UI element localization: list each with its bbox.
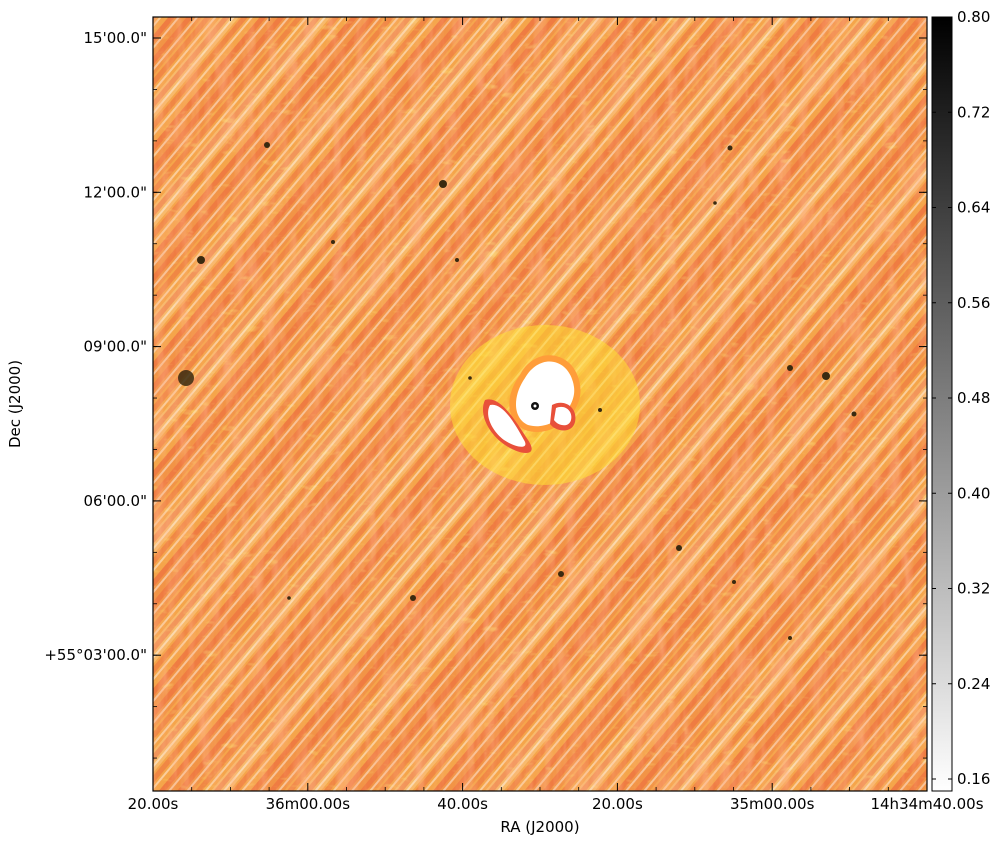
sky-image — [153, 17, 927, 791]
colorbar: 0.80 0.72 0.64 0.56 0.48 0.40 0.32 0.24 0.16 — [931, 8, 990, 792]
y-tick-label: 15'00.0" — [83, 29, 147, 47]
point-sources — [178, 142, 857, 640]
colorbar-tick-label: 0.32 — [957, 580, 990, 598]
x-tick-label: 35m00.00s — [730, 795, 815, 813]
y-tick-label: +55°03'00.0" — [44, 646, 147, 664]
colorbar-tick-label: 0.16 — [957, 770, 990, 788]
x-tick-label: 20.00s — [128, 795, 179, 813]
colorbar-tick-label: 0.72 — [957, 103, 990, 121]
central-source — [450, 325, 640, 485]
colorbar-tick-label: 0.80 — [957, 8, 990, 26]
x-axis-label: RA (J2000) — [500, 818, 579, 836]
x-axis: 20.00s 36m00.00s 40.00s 20.00s 35m00.00s 14h3… — [128, 17, 984, 813]
colorbar-frame — [931, 16, 953, 792]
y-tick-label: 06'00.0" — [83, 492, 147, 510]
x-tick-label: 40.00s — [437, 795, 488, 813]
y-tick-label: 09'00.0" — [83, 338, 147, 356]
y-axis-label: Dec (J2000) — [6, 360, 24, 448]
x-tick-label: 20.00s — [592, 795, 643, 813]
y-tick-label: 12'00.0" — [83, 183, 147, 201]
colorbar-tick-label: 0.24 — [957, 675, 990, 693]
colorbar-gradient — [932, 17, 952, 791]
colorbar-tick-label: 0.48 — [957, 389, 990, 407]
x-tick-label: 14h34m40.00s — [870, 795, 983, 813]
x-tick-label: 36m00.00s — [266, 795, 351, 813]
colorbar-tick-label: 0.40 — [957, 484, 990, 502]
colorbar-ticks: 0.80 0.72 0.64 0.56 0.48 0.40 0.32 0.24 0.16 — [932, 8, 990, 788]
colorbar-tick-label: 0.64 — [957, 199, 990, 217]
y-axis: 15'00.0" 12'00.0" 09'00.0" 06'00.0" +55°03'0… — [44, 29, 927, 759]
colorbar-tick-label: 0.56 — [957, 294, 990, 312]
